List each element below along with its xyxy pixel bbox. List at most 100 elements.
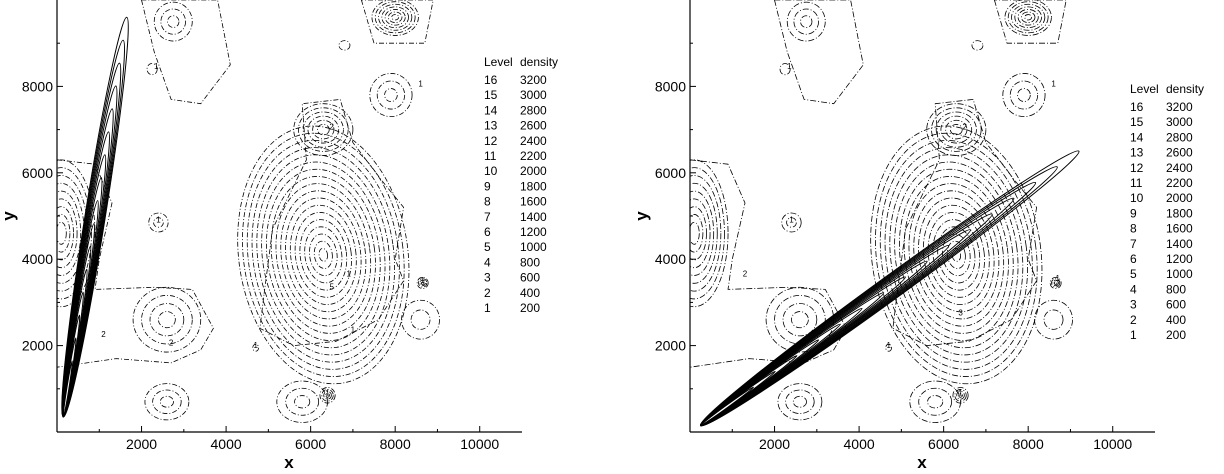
legend-header-level: Level (484, 55, 513, 69)
contour-line (690, 182, 718, 284)
legend-level-value: 12 (1130, 161, 1144, 175)
contour-line (309, 233, 338, 277)
contour-line (144, 383, 190, 421)
contour-line (786, 217, 797, 228)
legend-density-value: 3200 (1166, 100, 1193, 114)
contour-line (690, 221, 700, 245)
contour-line (285, 387, 320, 416)
x-axis-title: x (284, 453, 294, 472)
legend-level-value: 3 (1130, 298, 1137, 312)
legend-level-value: 1 (484, 301, 491, 315)
y-tick-label: 4000 (22, 251, 53, 267)
contour-line (294, 212, 352, 298)
x-axis-ticks: 2000 4000 6000 8000 10000 (98, 426, 499, 452)
contour-line (57, 221, 67, 245)
legend-density-value: 1200 (520, 225, 547, 239)
legend-level-value: 14 (1130, 130, 1144, 144)
contour-line (942, 233, 971, 277)
x-axis-title: x (917, 453, 927, 472)
y-tick-label: 8000 (655, 78, 686, 94)
contour-envelope (774, 0, 864, 105)
contour-line (299, 219, 348, 291)
y-axis-ticks: 2000 4000 6000 8000 (22, 42, 63, 390)
legend-density-value: 800 (1166, 282, 1186, 296)
contour-line (954, 389, 967, 402)
contour-line (141, 294, 193, 345)
y-tick-label: 8000 (22, 78, 53, 94)
legend-density-value: 1800 (1166, 206, 1193, 220)
contour-value-label: 5 (330, 282, 335, 291)
x-tick-label: 2000 (126, 436, 157, 452)
contour-value-label: 1 (1051, 79, 1056, 88)
contour-line (779, 63, 791, 76)
contour-value-label: 2 (963, 123, 968, 132)
contour-value-label: 2 (101, 330, 106, 339)
legend-level-value: 9 (484, 179, 491, 193)
contour-line (160, 8, 187, 35)
contour-line (384, 9, 406, 26)
contour-line (937, 226, 976, 284)
contour-value-label: 1 (958, 388, 963, 397)
legend-header-density: density (520, 55, 558, 69)
legend-level-value: 6 (1130, 252, 1137, 266)
contour-line (1004, 0, 1052, 36)
contour-line (149, 303, 185, 337)
legend-density-value: 400 (520, 286, 540, 300)
legend-density-value: 3200 (520, 73, 547, 87)
contour-line (418, 278, 428, 288)
contour-line (918, 197, 995, 313)
contour-value-label: 2 (169, 339, 174, 348)
legend-density-value: 2600 (1166, 146, 1193, 160)
contour-envelope (57, 159, 214, 368)
contour-line (318, 248, 329, 262)
legend-density-value: 200 (1166, 328, 1186, 342)
legend-level-value: 14 (484, 103, 498, 117)
legend-density-value: 2800 (1166, 130, 1193, 144)
contour-line (690, 175, 722, 292)
contour-line (782, 303, 818, 337)
solid-ellipse-contours (61, 16, 129, 418)
contour-line (700, 339, 820, 427)
legend-header-density: density (1166, 82, 1204, 96)
contour-value-label: 1 (253, 341, 258, 350)
legend-level-value: 8 (1130, 222, 1137, 236)
legend-density-value: 800 (520, 255, 540, 269)
contour-value-label: 1 (418, 79, 423, 88)
x-tick-label: 10000 (1093, 436, 1132, 452)
contour-line (700, 386, 755, 427)
contour-line (298, 107, 349, 152)
contour-line (374, 1, 416, 34)
contour-line (158, 311, 176, 329)
contour-line (146, 63, 158, 76)
contour-line (338, 40, 351, 51)
contour-envelope (361, 0, 434, 44)
x-tick-label: 8000 (1013, 436, 1044, 452)
dashed-background-contours (690, 0, 1073, 423)
legend-level-value: 10 (1130, 191, 1144, 205)
contour-line (270, 176, 376, 334)
contour-line (252, 343, 260, 352)
contour-line (313, 240, 333, 269)
legend-density-value: 1400 (1166, 237, 1193, 251)
x-tick-label: 4000 (211, 436, 242, 452)
contour-line (307, 115, 340, 144)
legend-density-value: 600 (1166, 298, 1186, 312)
legend-density-value: 1000 (1166, 267, 1193, 281)
legend-level-value: 8 (484, 195, 491, 209)
legend-density-value: 600 (520, 271, 540, 285)
contour-value-label: 1 (1056, 274, 1061, 283)
contour-line (371, 0, 419, 36)
contour-line (62, 360, 73, 418)
contour-line (931, 107, 982, 152)
contour-line (312, 119, 335, 140)
contour-line (786, 1, 826, 42)
y-tick-label: 4000 (655, 251, 686, 267)
legend-level-value: 13 (1130, 146, 1144, 160)
contour-line (889, 154, 1024, 356)
legend-level-value: 7 (484, 210, 491, 224)
contour-line (918, 387, 953, 416)
contour-envelope (259, 99, 404, 346)
contour-line (1021, 11, 1036, 23)
